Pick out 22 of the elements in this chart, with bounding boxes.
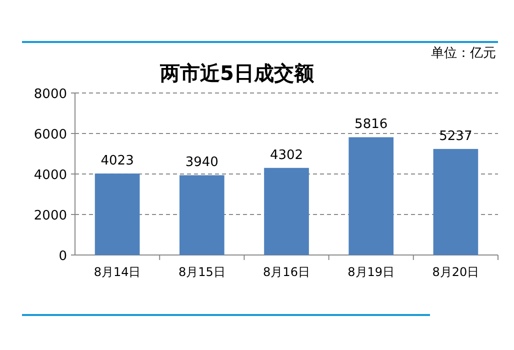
y-tick-label: 0 [58, 249, 67, 264]
y-tick-label: 6000 [34, 128, 67, 142]
bar [348, 137, 394, 255]
data-label: 4302 [270, 148, 304, 163]
text: 单位：亿元 [431, 46, 496, 61]
x-tick-label: 8月14日 [94, 265, 141, 279]
bar [264, 168, 309, 255]
data-label: 4023 [100, 154, 134, 169]
bar [433, 148, 478, 255]
x-tick-label: 8月16日 [263, 265, 310, 279]
data-label: 5816 [354, 117, 388, 132]
x-tick-label: 8月19日 [348, 265, 395, 279]
chart-title: 两市近5日成交额 [159, 61, 315, 85]
x-tick-label: 8月20日 [432, 265, 480, 279]
data-label: 5237 [439, 128, 472, 144]
bar [94, 174, 140, 255]
y-tick-label: 4000 [34, 168, 67, 183]
bar [179, 175, 224, 255]
y-tick-label: 8000 [34, 87, 67, 102]
x-tick-label: 8月15日 [178, 265, 226, 279]
y-tick-label: 2000 [34, 208, 67, 224]
data-label: 3940 [185, 155, 218, 170]
